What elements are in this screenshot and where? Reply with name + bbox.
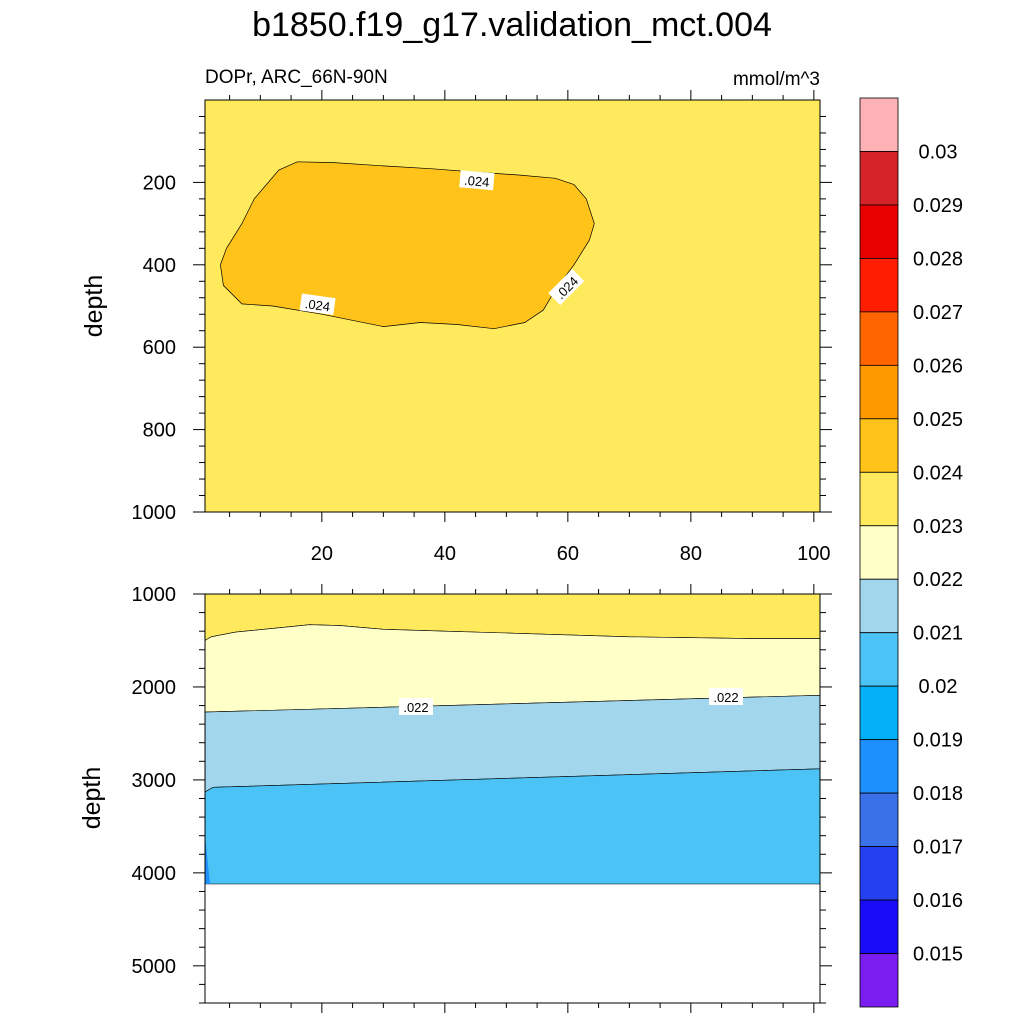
colorbar-swatch	[859, 151, 899, 206]
x-tick-label: 60	[557, 543, 579, 565]
colorbar-label: 0.026	[913, 355, 963, 377]
top-y-axis-label: depth	[80, 275, 108, 338]
colorbar-label: 0.028	[913, 248, 963, 270]
contour-label-text: .022	[713, 690, 738, 705]
y-tick-label: 3000	[132, 770, 177, 792]
colorbar-swatch	[859, 739, 899, 794]
colorbar-swatch	[859, 899, 899, 954]
bottom-plot-area	[204, 593, 821, 1004]
colorbar-swatch	[859, 953, 899, 1008]
contour-label-text: .024	[464, 173, 491, 190]
contour-label-bg	[459, 170, 495, 191]
contour-label-bg	[299, 293, 336, 316]
colorbar-label: 0.022	[913, 569, 963, 591]
y-tick-label: 600	[143, 337, 176, 359]
colorbar-swatch	[859, 471, 899, 527]
colorbar-swatch	[859, 418, 899, 473]
colorbar-swatch	[859, 685, 899, 741]
bottom-axes-ticks: 1000 2000 3000 4000 5000	[132, 584, 832, 1013]
contour-label-bg	[548, 269, 585, 306]
top-axes-ticks: 20 40 60 80 100 200 400 600 800 1000	[132, 90, 832, 565]
colorbar-label: 0.025	[913, 409, 963, 431]
bottom-edge-sliver	[205, 835, 210, 885]
subtitle-left: DOPr, ARC_66N-90N	[205, 67, 388, 88]
bottom-contour-label: .022	[399, 698, 433, 715]
top-frame	[204, 99, 821, 513]
chart-title: b1850.f19_g17.validation_mct.004	[252, 6, 772, 44]
top-contour-label: .024	[299, 293, 336, 316]
y-tick-label: 1000	[132, 502, 177, 524]
x-tick-label: 20	[311, 543, 333, 565]
colorbar-swatch	[859, 311, 899, 366]
colorbar-label: 0.017	[913, 837, 963, 859]
bottom-panel: .022 .022 1000 2000 3000 4000 5000 depth	[78, 584, 832, 1013]
bottom-contour-label: .022	[709, 688, 743, 705]
contour-label-bg	[399, 698, 433, 715]
y-tick-label: 4000	[132, 863, 177, 885]
colorbar-label: 0.019	[913, 730, 963, 752]
top-panel: .024.024.024 20 40 60 80 1002004006008001000…	[80, 90, 832, 565]
y-tick-label: 2000	[132, 677, 177, 699]
bottom-y-axis-label: depth	[78, 767, 106, 830]
x-tick-label: 80	[680, 543, 702, 565]
colorbar-label: 0.02	[919, 676, 958, 698]
bottom-band	[204, 768, 821, 885]
top-contour-label: .024	[459, 170, 495, 191]
y-tick-label: 400	[143, 255, 176, 277]
colorbar-label: 0.018	[913, 783, 963, 805]
contour-label-bg	[709, 688, 743, 705]
top-plot-area	[204, 99, 821, 513]
colorbar-swatch	[859, 204, 899, 259]
subtitle-units: mmol/m^3	[733, 69, 820, 90]
y-tick-label: 5000	[132, 956, 177, 978]
colorbar-label: 0.015	[913, 944, 963, 966]
contour-label-text: .022	[403, 700, 428, 715]
colorbar-swatch	[859, 258, 899, 313]
contour-label-text: .024	[304, 296, 331, 314]
colorbar-swatch	[859, 364, 899, 420]
bottom-contour-labels: .022 .022	[399, 688, 743, 715]
y-tick-label: 200	[143, 172, 176, 194]
colorbar-swatch	[859, 525, 899, 580]
colorbar-label: 0.016	[913, 890, 963, 912]
y-tick-label: 1000	[132, 584, 177, 606]
colorbar-label: 0.021	[913, 623, 963, 645]
colorbar-swatch	[859, 792, 899, 847]
colorbar-label: 0.029	[913, 195, 963, 217]
colorbar-label: 0.027	[913, 302, 963, 324]
y-tick-label: 800	[143, 420, 176, 442]
colorbar-label: 0.03	[919, 141, 958, 163]
colorbar-swatch	[859, 578, 899, 634]
colorbar-label: 0.024	[913, 462, 963, 484]
colorbar-swatch	[859, 846, 899, 901]
colorbar: 0.03 0.029 0.028 0.027 0.026 0.025 0.024 0.023 0…	[859, 97, 963, 1008]
x-tick-label: 100	[797, 543, 830, 565]
colorbar-swatch	[859, 632, 899, 687]
colorbar-label: 0.023	[913, 516, 963, 538]
colorbar-swatch	[859, 97, 899, 152]
x-tick-label: 40	[434, 543, 456, 565]
top-contour-region	[220, 161, 595, 330]
top-contour-labels: .024.024.024	[299, 170, 585, 316]
